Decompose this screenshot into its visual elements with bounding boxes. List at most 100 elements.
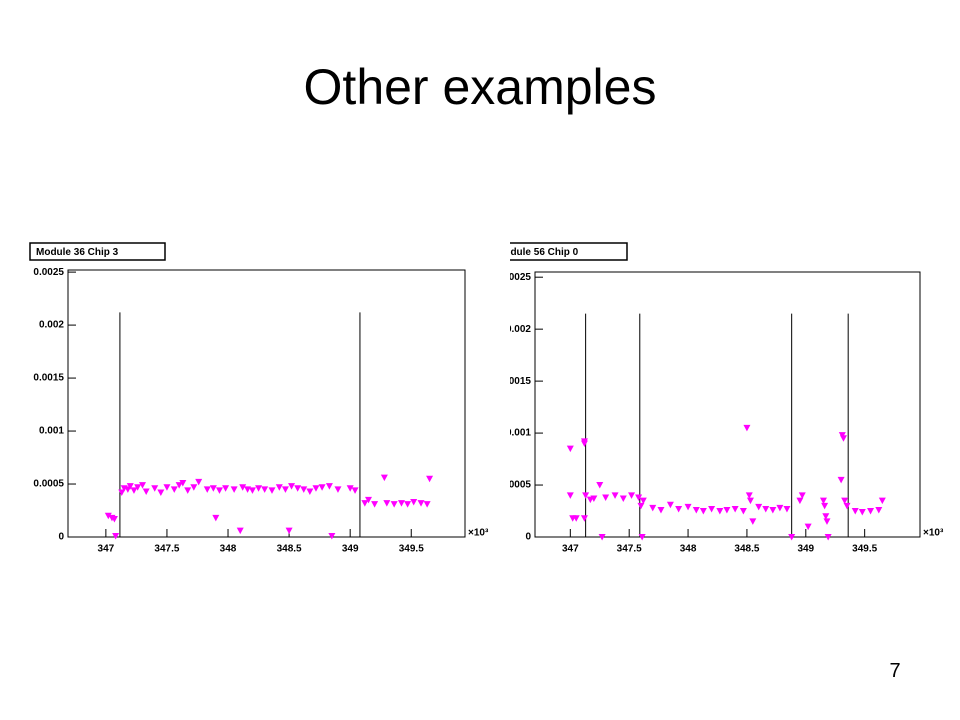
- data-point: [294, 485, 302, 492]
- data-point: [261, 486, 269, 493]
- data-point: [110, 515, 118, 523]
- data-point: [230, 486, 238, 493]
- x-tick-label: 347: [98, 544, 115, 555]
- data-point: [190, 484, 198, 491]
- data-point: [410, 499, 418, 506]
- data-point: [184, 487, 192, 494]
- data-point: [351, 487, 359, 494]
- data-point: [126, 483, 134, 490]
- data-point: [268, 487, 276, 494]
- page-number: 7: [889, 660, 901, 682]
- data-point: [783, 505, 791, 513]
- data-point: [318, 484, 326, 491]
- data-point: [819, 497, 827, 505]
- data-point: [426, 475, 434, 483]
- data-point: [684, 503, 692, 511]
- x-tick-label: 349: [797, 544, 814, 555]
- data-point: [590, 495, 598, 503]
- data-point: [236, 527, 244, 535]
- data-point: [851, 508, 859, 515]
- data-point: [749, 518, 757, 525]
- data-point: [361, 500, 369, 507]
- data-point: [821, 502, 829, 510]
- data-point: [649, 504, 657, 512]
- data-point: [822, 513, 830, 520]
- data-point: [755, 503, 763, 511]
- y-tick-label: 0.001: [510, 428, 531, 439]
- y-tick-label: 0.001: [39, 426, 64, 437]
- data-point: [798, 492, 806, 499]
- data-point: [699, 508, 707, 515]
- data-point: [788, 534, 796, 541]
- data-point: [170, 486, 178, 493]
- data-point: [841, 497, 849, 505]
- data-point: [602, 494, 610, 502]
- data-point: [692, 506, 700, 514]
- data-point: [745, 492, 753, 499]
- data-point: [364, 496, 372, 504]
- data-point: [769, 506, 777, 514]
- chart-title: Module 56 Chip 0: [510, 247, 579, 258]
- x-scale-label: ×10³: [923, 528, 944, 539]
- data-point: [878, 497, 886, 505]
- data-point: [596, 482, 604, 489]
- data-point: [151, 485, 159, 492]
- data-point: [796, 497, 804, 505]
- data-point: [580, 515, 588, 522]
- y-tick-label: 0.0005: [33, 479, 64, 490]
- data-point: [157, 489, 165, 496]
- data-point: [635, 494, 643, 502]
- x-tick-label: 348.5: [734, 544, 759, 555]
- chart: Module 56 Chip 0 0 0.0005 0.001 0.0015 0.002 0…: [510, 242, 944, 555]
- y-tick-label: 0: [58, 532, 64, 543]
- data-point: [288, 483, 296, 490]
- plot-frame: [534, 271, 921, 538]
- data-point: [222, 485, 230, 492]
- data-point: [804, 523, 812, 531]
- data-point: [275, 484, 283, 491]
- y-tick-label: 0.0015: [33, 373, 64, 384]
- data-point: [371, 501, 379, 508]
- chart-panel: Module 36 Chip 3 0 0.0005 0.001 0.0015 0.002 0…: [25, 238, 495, 558]
- data-point: [118, 489, 126, 496]
- y-tick-label: 0.0015: [510, 376, 531, 387]
- data-point: [566, 445, 574, 453]
- chart-panel: Module 56 Chip 0 0 0.0005 0.001 0.0015 0.002 0…: [510, 238, 950, 558]
- plot-frame: [67, 269, 466, 538]
- x-tick-label: 347: [562, 544, 579, 555]
- data-point: [255, 485, 263, 492]
- data-point: [867, 508, 875, 515]
- data-point: [163, 484, 171, 491]
- data-point: [134, 484, 142, 491]
- data-point: [739, 508, 747, 515]
- x-tick-label: 348.5: [277, 544, 302, 555]
- data-point: [723, 506, 731, 514]
- data-point: [823, 518, 831, 525]
- y-tick-label: 0.0025: [33, 267, 64, 278]
- data-point: [657, 506, 665, 514]
- data-point: [639, 497, 647, 505]
- data-point: [837, 476, 845, 484]
- data-point: [666, 501, 674, 509]
- data-point: [743, 424, 751, 432]
- data-point: [203, 486, 211, 493]
- data-point: [346, 485, 354, 492]
- x-tick-label: 348: [680, 544, 697, 555]
- chart-title: Module 36 Chip 3: [36, 247, 119, 258]
- data-point: [628, 492, 636, 499]
- data-point: [328, 532, 336, 540]
- data-point: [708, 505, 716, 513]
- data-point: [858, 509, 866, 516]
- data-point: [139, 482, 147, 489]
- x-tick-label: 349: [342, 544, 359, 555]
- x-tick-label: 349.5: [852, 544, 877, 555]
- data-point: [580, 440, 588, 447]
- data-point: [390, 501, 398, 508]
- data-point: [195, 478, 203, 486]
- x-tick-label: 347.5: [154, 544, 179, 555]
- chart: Module 36 Chip 3 0 0.0005 0.001 0.0015 0.002 0…: [29, 242, 489, 555]
- data-point: [611, 492, 619, 499]
- data-point: [839, 435, 847, 442]
- title-box: [29, 242, 166, 261]
- data-point: [325, 483, 333, 490]
